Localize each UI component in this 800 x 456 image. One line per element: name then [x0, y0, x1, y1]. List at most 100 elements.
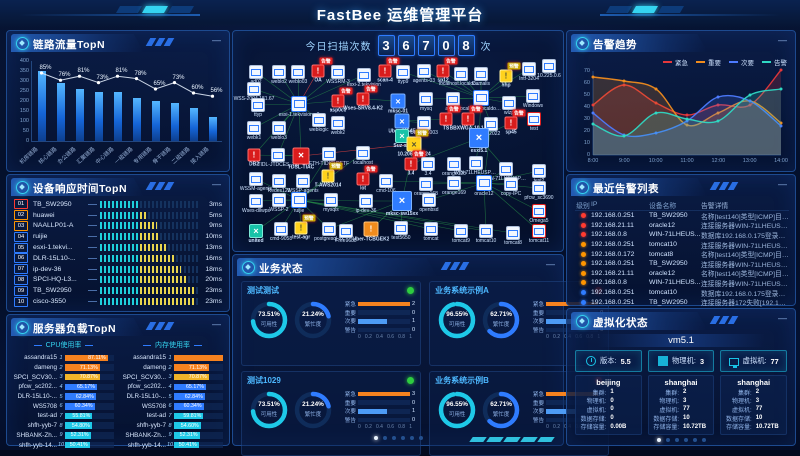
topology-node[interactable]: ETH-TIDICV2ETF — [309, 147, 349, 167]
topology-node[interactable]: × mksc-sw15xx — [386, 191, 418, 217]
topology-node[interactable]: weblogic — [309, 113, 329, 133]
topology-node[interactable]: orange168 — [414, 177, 438, 197]
topology-node[interactable]: 10.225.0.6 — [537, 59, 561, 79]
topology-node[interactable]: ip-dev-36 — [356, 194, 376, 214]
topology-node[interactable]: copy-IPC — [501, 177, 521, 197]
topology-node[interactable]: WIN-71LHEUSP9OD — [454, 156, 498, 176]
page-dot[interactable] — [692, 438, 697, 442]
topology-node[interactable]: ! T-AWS2014 预警 — [314, 162, 343, 189]
topology-node[interactable]: 3.4 — [421, 157, 435, 177]
topology-node[interactable]: ×Uber-4054E — [388, 113, 416, 135]
load-row[interactable]: dameng 2 71.13% — [13, 363, 114, 373]
topology-node[interactable]: openbsd — [419, 193, 439, 213]
topology-node[interactable]: mysq — [419, 92, 433, 112]
topology-node[interactable]: ! test-agr 预警 — [291, 214, 316, 241]
load-row[interactable]: pfcw_sc202... 4 65.17% — [13, 382, 114, 392]
topology-node[interactable]: Uber-PC003 — [410, 116, 438, 136]
topology-node[interactable]: localhost.localdomain — [459, 90, 503, 112]
business-card[interactable]: 测试测试 73.51% 可用性 21.24% 繁忙度 紧急 2 重要 0 次要 1 警告 0 0 0.2 0.… — [241, 281, 422, 366]
topology-node[interactable]: WSSM-agents — [240, 172, 272, 192]
minimize-icon[interactable]: — — [778, 35, 787, 45]
response-row[interactable]: 08 SPCI-HQ-L3... 20ms — [7, 274, 229, 286]
page-dot[interactable] — [418, 436, 423, 440]
topology-node[interactable]: test — [527, 112, 541, 132]
alarm-row[interactable]: 192.168.21.11 oracle12 名称[test140]类型[ICMP]… — [575, 269, 789, 278]
business-pagination[interactable] — [233, 436, 563, 440]
response-row[interactable]: 03 NAALLP01-A 9ms — [7, 220, 229, 232]
topology-node[interactable]: ×10.206.21.0/24预警 — [397, 129, 431, 158]
load-row[interactable]: shfh-yyb-14... 10 50.41% — [122, 440, 223, 450]
minimize-icon[interactable]: — — [546, 259, 555, 269]
page-dot[interactable] — [665, 438, 670, 442]
topology-node[interactable]: ! TS 告警 — [439, 105, 461, 132]
legend-item[interactable]: 告警 — [762, 57, 787, 67]
topology-node[interactable]: weblo3 — [271, 121, 287, 141]
topology-node[interactable]: Omega5 — [529, 204, 549, 224]
load-row[interactable]: shfh-yyb-7 8 54.60% — [122, 421, 223, 431]
minimize-icon[interactable]: — — [212, 179, 221, 189]
response-row[interactable]: 07 ip-dev-36 18ms — [7, 264, 229, 275]
topology-node[interactable]: win2022 — [482, 117, 500, 137]
topology-node[interactable]: ! hhp 预警 — [499, 62, 521, 89]
load-row[interactable]: WS5708 6 60.34% — [13, 401, 114, 411]
alarm-row[interactable]: 192.168.0.172 tomcat8 名称[test140]类型[ICMP]目… — [575, 249, 789, 259]
topology-node[interactable]: WSSRM-3 — [326, 65, 350, 85]
topology-node[interactable]: Free9685 — [335, 224, 357, 244]
business-card[interactable]: 测试1029 73.51% 可用性 21.24% 繁忙度 紧急 3 重要 0 次要 1 警告 0 0 0.2… — [241, 371, 422, 456]
load-row[interactable]: assandra15 1 — [122, 353, 223, 363]
topology-node[interactable]: esxi-1.tekvision.c3 — [279, 96, 319, 118]
topology-node[interactable]: cmd-106 — [376, 174, 396, 194]
load-row[interactable]: test-ad 7 55.81% — [13, 411, 114, 421]
topology-node[interactable]: Camalis — [472, 67, 490, 87]
topology-node[interactable]: test5650 — [391, 221, 411, 241]
topology-node[interactable]: WSS-2004.181.67 — [234, 82, 274, 102]
topology-node[interactable]: Redes123 — [268, 174, 290, 194]
page-dot[interactable] — [683, 438, 688, 442]
page-dot[interactable] — [701, 438, 706, 442]
response-row[interactable]: 02 huawei 5ms — [7, 210, 229, 221]
topology-node[interactable]: weblo2 — [271, 65, 287, 85]
topology-node[interactable]: ! asp0c3 告警 — [329, 87, 353, 114]
page-dot[interactable] — [391, 436, 396, 440]
topology-node[interactable]: ad02 — [249, 65, 263, 85]
topology-node[interactable]: pfcw_sc3690 — [524, 181, 554, 201]
alarm-row[interactable]: 192.168.0.8 WIN-71LHEUS... 数据库192.168.0.17… — [575, 230, 789, 240]
topology-node[interactable]: ruijie — [291, 192, 307, 214]
topology-node[interactable]: tomcat10 — [476, 224, 496, 244]
topology-node[interactable]: webk2 — [331, 116, 345, 136]
load-row[interactable]: SHBANK-Zh... 9 52.31% — [13, 431, 114, 441]
response-row[interactable]: 01 TB_SW2950 3ms — [7, 199, 229, 210]
topology-node[interactable]: test2 — [532, 164, 546, 184]
topology-node[interactable]: weblo03 — [289, 65, 307, 85]
topology-node[interactable]: × united — [248, 224, 264, 244]
topology-node[interactable]: localhost.localdomain — [439, 67, 483, 87]
topology-node[interactable]: tomcat11 — [529, 224, 549, 244]
topology-node[interactable]: ! OA 告警 — [311, 57, 333, 84]
response-row[interactable]: 09 TB_SW2950 23ms — [7, 285, 229, 296]
topology-node[interactable]: wlzp — [502, 96, 516, 116]
topology-node[interactable]: ! lot 告警 — [356, 165, 378, 192]
topology-node[interactable]: postgresql-xx — [314, 222, 344, 242]
topology-node[interactable]: WIN-71LHEUSP9OD.2k3 — [484, 162, 528, 182]
load-row[interactable]: pfcw_sc202... 4 65.17% — [122, 382, 223, 392]
topology-node[interactable]: × esxi5.1 — [469, 128, 489, 154]
topology-node[interactable]: mysqls — [323, 193, 339, 213]
minimize-icon[interactable]: — — [212, 319, 221, 329]
alarm-row[interactable]: 192.168.0.251 TB_SW2950 名称[test140]类型[ICMP… — [575, 211, 789, 221]
legend-item[interactable]: 紧急 — [663, 57, 688, 67]
topology-node[interactable]: × mksc-01 — [388, 93, 408, 115]
load-row[interactable]: shfh-yyb-14... 10 50.41% — [13, 440, 114, 450]
response-row[interactable]: 10 cisco-3550 23ms — [7, 296, 229, 307]
topology-node[interactable]: × Suz-sw — [393, 129, 411, 149]
page-dot[interactable] — [382, 436, 387, 440]
load-row[interactable]: dameng 2 71.13% — [122, 363, 223, 373]
topology-node[interactable]: ! scan-4 告警 — [377, 57, 400, 84]
topology-node[interactable]: ttyp9 — [396, 65, 410, 85]
load-row[interactable]: DLR-15L10-... 5 62.84% — [122, 392, 223, 402]
topology-node[interactable]: WSSP-agents — [287, 174, 319, 194]
response-row[interactable]: 04 ruijie 10ms — [7, 231, 229, 242]
page-dot[interactable] — [373, 436, 378, 440]
topology-node[interactable]: ! Wses-SRV8.4-K2 告警 — [343, 85, 383, 112]
minimize-icon[interactable]: — — [778, 179, 787, 189]
alarm-row[interactable]: 192.168.0.251 TB_SW2950 连接服务器172失败[192.168… — [575, 297, 789, 307]
